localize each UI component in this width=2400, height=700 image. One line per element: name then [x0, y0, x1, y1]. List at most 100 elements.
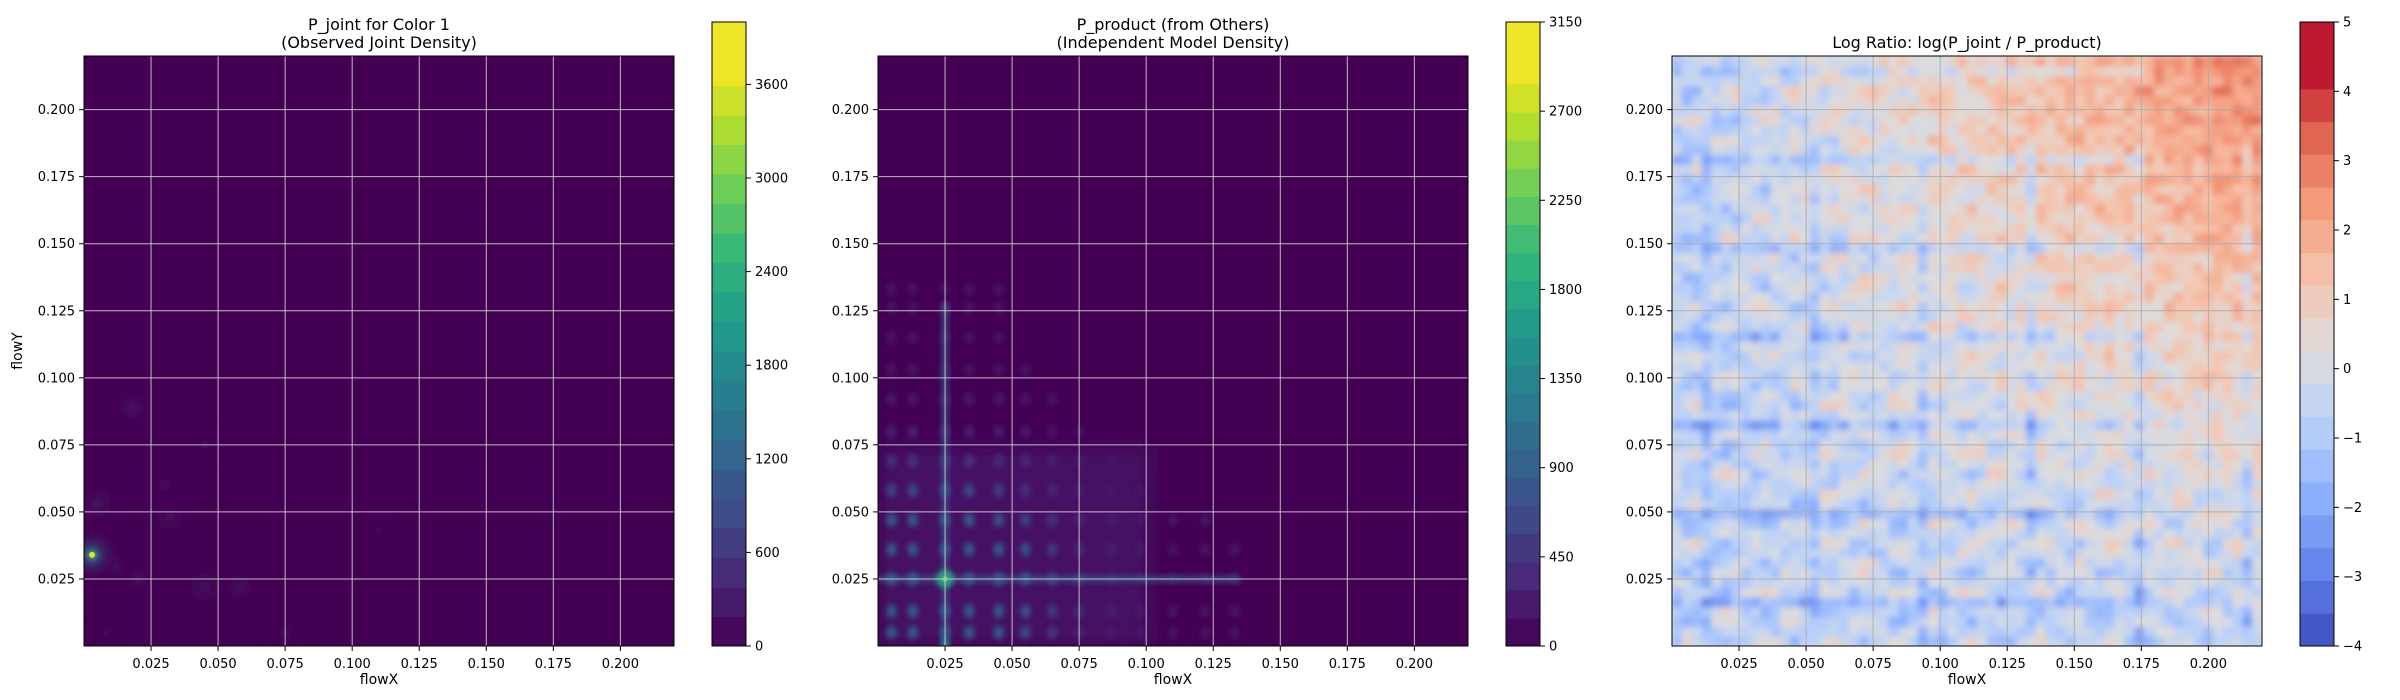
ratio-cell	[1770, 193, 1781, 205]
ratio-cell	[2085, 587, 2096, 598]
ratio-cell	[1967, 321, 1978, 332]
ratio-cell	[1681, 134, 1693, 146]
ratio-cell	[2193, 587, 2204, 598]
ratio-cell	[2183, 203, 2194, 214]
ratio-cell	[1711, 233, 1722, 244]
ratio-cell	[1790, 223, 1801, 234]
ratio-cell	[2035, 223, 2047, 234]
ratio-cell	[2173, 636, 2184, 646]
ratio-cell	[1888, 596, 1899, 608]
ratio-cell	[2026, 557, 2037, 568]
ratio-cell	[1858, 508, 1870, 519]
ratio-cell	[2173, 193, 2184, 205]
ratio-cell	[2104, 282, 2116, 293]
ratio-cell	[2065, 419, 2076, 431]
ratio-cell	[1691, 429, 1703, 441]
ratio-cell	[1868, 508, 1880, 519]
ratio-cell	[1721, 233, 1732, 244]
ratio-cell	[2212, 557, 2224, 568]
ratio-cell	[1681, 370, 1693, 382]
ratio-cell	[1790, 252, 1801, 264]
ratio-cell	[2212, 252, 2224, 264]
ratio-cell	[1701, 429, 1712, 441]
ratio-cell	[1947, 518, 1958, 529]
colorbar-band	[1506, 393, 1540, 422]
ratio-cell	[1927, 488, 1939, 500]
ratio-cell	[1819, 390, 1830, 401]
ratio-cell	[1760, 567, 1771, 578]
ratio-cell	[2153, 134, 2165, 146]
ratio-cell	[1701, 154, 1712, 165]
ratio-cell	[2065, 282, 2076, 293]
ratio-cell	[2153, 567, 2165, 578]
ratio-cell	[2183, 272, 2194, 283]
ratio-cell	[1917, 469, 1929, 480]
ratio-cell	[2055, 596, 2066, 608]
ratio-cell	[2075, 380, 2086, 391]
ratio-cell	[1908, 144, 1919, 155]
y-axis-label-1: flowY	[10, 332, 26, 370]
ratio-cell	[1790, 174, 1801, 185]
ratio-cell	[1790, 301, 1801, 313]
ratio-cell	[1721, 419, 1732, 431]
ratio-cell	[2242, 488, 2253, 500]
ratio-cell	[1839, 587, 1850, 598]
ratio-cell	[2055, 272, 2066, 283]
ratio-cell	[1701, 95, 1712, 106]
colorbar-frame	[2299, 21, 2335, 647]
ratio-cell	[1770, 115, 1781, 126]
ratio-cell	[1770, 223, 1781, 234]
ratio-cell	[1731, 449, 1742, 460]
ratio-cell	[1750, 636, 1762, 646]
product-blob	[907, 301, 918, 316]
ratio-cell	[2163, 410, 2175, 421]
ratio-cell	[2035, 144, 2047, 155]
ratio-cell	[2242, 213, 2253, 224]
ratio-cell	[2055, 390, 2066, 401]
ratio-cell	[2242, 626, 2253, 637]
ratio-cell	[2232, 616, 2243, 627]
colorbar-band	[712, 262, 746, 293]
ratio-cell	[2193, 193, 2204, 205]
ratio-cell	[1868, 400, 1880, 411]
ratio-cell	[1770, 331, 1781, 342]
ratio-cell	[1799, 508, 1811, 519]
ratio-cell	[1878, 144, 1889, 155]
ratio-cell	[2075, 272, 2086, 283]
ratio-cell	[1878, 105, 1889, 116]
ratio-cell	[1868, 134, 1880, 146]
ratio-cell	[2222, 311, 2234, 323]
product-blob	[1047, 453, 1058, 468]
ratio-cell	[1986, 419, 1998, 431]
ratio-cell	[2065, 606, 2076, 618]
ratio-cell	[1731, 85, 1742, 96]
ratio-cell	[2085, 213, 2096, 224]
ratio-cell	[2094, 616, 2106, 627]
ratio-cell	[1898, 537, 1909, 549]
ratio-cell	[2153, 85, 2165, 96]
ratio-cell	[1691, 292, 1703, 303]
ratio-cell	[2232, 498, 2243, 509]
ratio-cell	[1917, 174, 1929, 185]
ratio-cell	[2153, 301, 2165, 313]
ratio-cell	[1967, 547, 1978, 559]
ratio-cell	[2252, 321, 2262, 332]
ratio-cell	[2222, 518, 2234, 529]
ratio-cell	[2075, 596, 2086, 608]
ratio-cell	[1780, 380, 1791, 391]
ratio-cell	[1888, 410, 1899, 421]
ratio-cell	[1888, 183, 1899, 195]
ratio-cell	[2104, 85, 2116, 96]
x-tick-label: 0.075	[1855, 657, 1892, 672]
ratio-cell	[1947, 410, 1958, 421]
ratio-cell	[1917, 301, 1929, 313]
ratio-cell	[2016, 85, 2027, 96]
ratio-cell	[1799, 223, 1811, 234]
ratio-cell	[2055, 410, 2066, 421]
ratio-cell	[1701, 65, 1712, 77]
ratio-cell	[2242, 183, 2253, 195]
ratio-cell	[1868, 272, 1880, 283]
ratio-cell	[2035, 174, 2047, 185]
ratio-cell	[1947, 419, 1958, 431]
ratio-cell	[2045, 115, 2057, 126]
